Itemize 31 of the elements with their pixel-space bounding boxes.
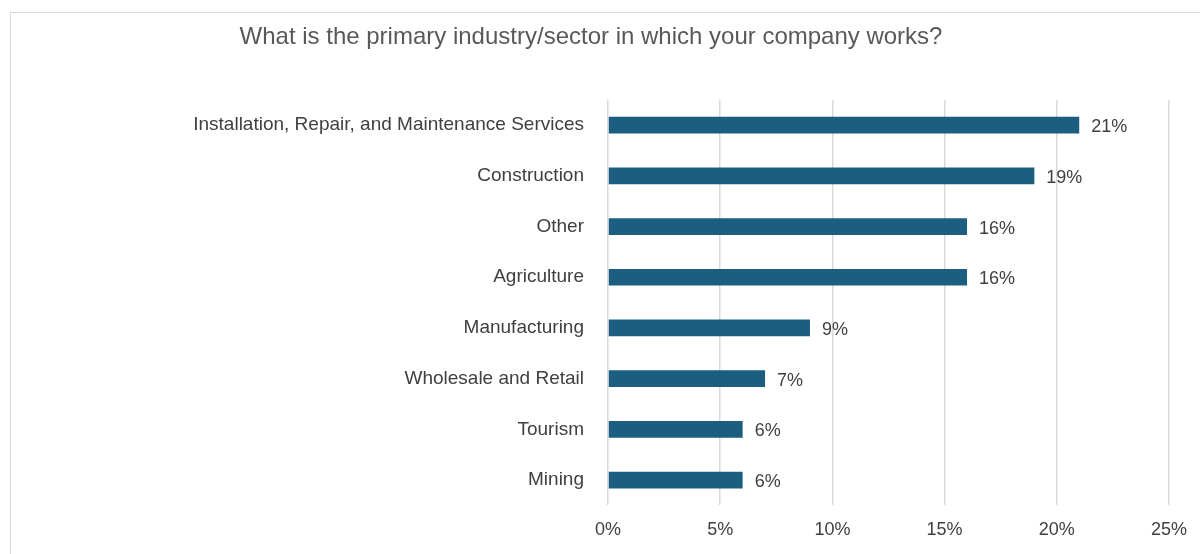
data-label: 6%	[754, 420, 781, 441]
x-tick-label: 20%	[1038, 519, 1075, 540]
chart-title: What is the primary industry/sector in which your company works?	[239, 22, 943, 50]
x-tick-label: 10%	[814, 519, 851, 540]
data-label: 9%	[821, 318, 848, 339]
y-tick-label: Manufacturing	[463, 316, 584, 338]
y-tick-label: Agriculture	[493, 265, 584, 287]
y-tick-label: Other	[536, 214, 585, 236]
bar	[608, 116, 1080, 134]
data-label: 6%	[754, 471, 781, 492]
x-tick-label: 15%	[926, 519, 963, 540]
y-tick-label: Construction	[477, 164, 584, 186]
bar	[608, 319, 810, 337]
x-tick-label: 25%	[1150, 519, 1187, 540]
y-tick-label: Mining	[528, 468, 584, 490]
bar	[608, 218, 968, 235]
data-label: 7%	[777, 369, 804, 390]
bar	[608, 471, 743, 489]
bar	[608, 268, 968, 286]
bar	[608, 420, 743, 438]
data-label: 16%	[979, 217, 1016, 238]
data-label: 16%	[979, 268, 1016, 289]
y-tick-label: Wholesale and Retail	[404, 366, 584, 388]
data-label: 19%	[1046, 166, 1083, 187]
y-tick-label: Tourism	[517, 417, 584, 439]
x-tick-label: 0%	[594, 519, 622, 540]
y-tick-label: Installation, Repair, and Maintenance Services	[193, 113, 584, 135]
bar	[608, 167, 1035, 185]
data-label: 21%	[1091, 116, 1128, 137]
bar	[608, 370, 766, 388]
x-tick-label: 5%	[707, 519, 734, 540]
